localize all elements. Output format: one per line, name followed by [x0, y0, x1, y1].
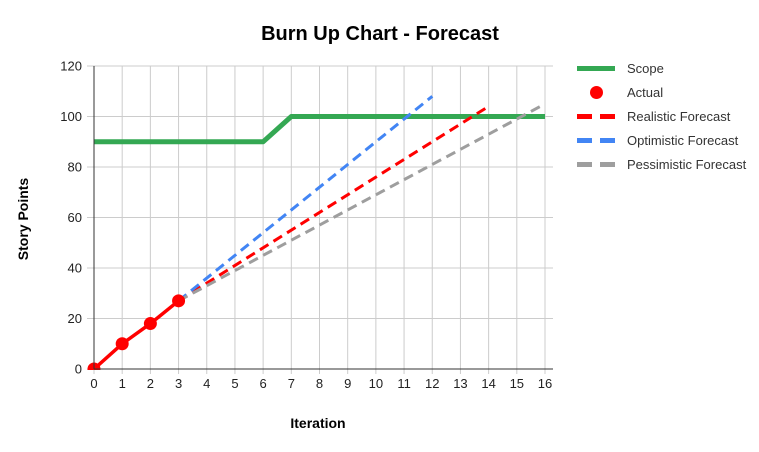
x-tick-label: 16	[538, 376, 552, 391]
chart-title: Burn Up Chart - Forecast	[261, 23, 499, 45]
y-tick-label: 120	[60, 59, 82, 74]
realistic-dash-swatch	[577, 113, 615, 119]
x-tick-label: 5	[231, 376, 238, 391]
x-tick-label: 13	[453, 376, 467, 391]
x-tick-label: 7	[288, 376, 295, 391]
axis-lines	[93, 66, 553, 370]
legend-item-optimistic-forecast: Optimistic Forecast	[577, 128, 746, 152]
x-tick-label: 4	[203, 376, 210, 391]
chart-legend: Scope Actual Realistic Forecast Optimist…	[577, 56, 746, 176]
data-point-marker	[172, 294, 186, 308]
scope-line-swatch	[577, 65, 615, 71]
legend-label: Pessimistic Forecast	[627, 156, 747, 172]
x-tick-label: 0	[90, 376, 97, 391]
x-tick-label: 8	[316, 376, 323, 391]
x-tick-label: 1	[119, 376, 126, 391]
y-tick-label: 100	[60, 109, 82, 124]
x-tick-label: 9	[344, 376, 351, 391]
y-tick-label: 60	[68, 210, 82, 225]
x-tick-label: 3	[175, 376, 182, 391]
legend-item-pessimistic-forecast: Pessimistic Forecast	[577, 152, 746, 176]
x-tick-label: 6	[260, 376, 267, 391]
y-tick-label: 0	[75, 362, 82, 377]
optimistic-dash-swatch	[577, 137, 615, 143]
y-tick-label: 40	[68, 261, 82, 276]
legend-item-realistic-forecast: Realistic Forecast	[577, 104, 746, 128]
actual-dot-swatch	[589, 85, 603, 99]
legend-label: Scope	[627, 60, 664, 76]
legend-label: Optimistic Forecast	[627, 132, 739, 148]
y-tick-label: 20	[68, 311, 82, 326]
y-axis-title: Story Points	[15, 178, 31, 261]
axis-tick-marks	[87, 65, 546, 374]
gridlines	[94, 65, 553, 369]
series-line-actual	[92, 299, 180, 370]
series-line-pessimistic-forecast	[177, 102, 546, 303]
x-tick-label: 2	[147, 376, 154, 391]
legend-label: Realistic Forecast	[627, 108, 731, 124]
data-point-marker	[143, 317, 157, 331]
legend-item-actual: Actual	[577, 80, 746, 104]
series-line-scope	[94, 114, 545, 145]
y-tick-label: 80	[68, 160, 82, 175]
legend-item-scope: Scope	[577, 56, 746, 80]
series-line-realistic-forecast	[177, 105, 490, 303]
series-line-optimistic-forecast	[177, 95, 434, 302]
pessimistic-dash-swatch	[577, 161, 615, 167]
legend-label: Actual	[627, 84, 664, 100]
x-tick-label: 11	[397, 376, 411, 391]
x-axis-title: Iteration	[290, 415, 345, 431]
data-point-marker	[115, 337, 129, 351]
x-tick-label: 12	[425, 376, 439, 391]
x-tick-label: 14	[481, 376, 495, 391]
x-tick-label: 15	[510, 376, 524, 391]
data-series	[87, 95, 546, 370]
x-tick-label: 10	[369, 376, 383, 391]
